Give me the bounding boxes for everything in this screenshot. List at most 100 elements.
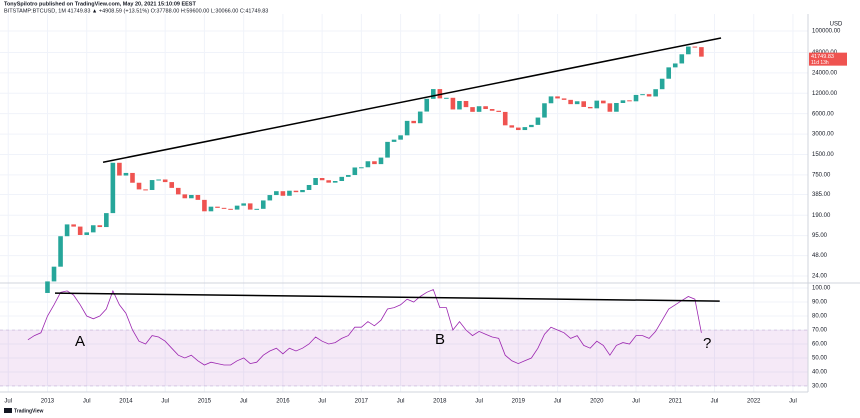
candle-body	[228, 208, 233, 210]
candle-body	[404, 120, 410, 136]
candle-body	[496, 110, 501, 112]
candle-body	[561, 98, 567, 100]
candle-body	[345, 175, 351, 177]
candle-body	[372, 161, 377, 165]
candle-body	[169, 182, 175, 188]
x-tick-label: Jul	[240, 399, 248, 405]
x-tick-label: Jul	[318, 399, 326, 405]
candle-body	[529, 124, 534, 128]
candle-body	[267, 195, 273, 201]
price-tag-label: 41749.83	[811, 54, 834, 60]
y-tick-label: 40.00	[812, 370, 828, 376]
x-tick-label: 2022	[747, 399, 761, 405]
candle-body	[352, 167, 358, 176]
annotation: A	[75, 333, 85, 350]
candle-body	[123, 172, 129, 176]
candle-body	[254, 208, 260, 210]
candle-body	[633, 94, 639, 102]
candle-body	[221, 207, 227, 209]
candle-body	[332, 181, 338, 183]
candle-body	[542, 103, 547, 118]
candle-body	[58, 236, 63, 267]
candle-body	[686, 46, 691, 55]
candle-body	[234, 205, 240, 210]
candle-body	[149, 180, 155, 190]
candle-body	[359, 167, 364, 169]
candle-body	[594, 100, 600, 109]
candle-body	[391, 139, 397, 142]
logo-icon	[4, 408, 12, 413]
candle-body	[535, 117, 541, 125]
candle-body	[280, 191, 286, 196]
y-tick-label: 190.00	[812, 213, 831, 219]
candle-body	[300, 189, 305, 193]
x-tick-label: Jul	[554, 399, 562, 405]
candle-body	[51, 266, 57, 282]
y-tick-label: 60.00	[812, 342, 828, 348]
candle-body	[45, 281, 50, 293]
x-tick-label: Jul	[83, 399, 91, 405]
y-tick-label: 100.00	[812, 286, 831, 292]
price-tag	[809, 52, 847, 66]
candle-body	[378, 157, 384, 165]
candle-body	[581, 101, 587, 107]
candle-body	[548, 96, 554, 104]
x-tick-label: 2016	[276, 399, 290, 405]
x-tick-label: Jul	[632, 399, 640, 405]
candle-body	[117, 162, 122, 176]
trendline	[102, 37, 722, 163]
candle-body	[104, 213, 109, 228]
candle-body	[424, 98, 430, 112]
candle-body	[189, 194, 194, 199]
x-tick-label: Jul	[397, 399, 405, 405]
candle-body	[502, 111, 508, 126]
candle-body	[326, 180, 331, 183]
candle-body	[699, 47, 704, 57]
candle-body	[339, 176, 345, 182]
candle-body	[162, 179, 168, 183]
candle-body	[97, 225, 103, 228]
candle-body	[437, 89, 443, 99]
x-tick-label: Jul	[4, 399, 12, 405]
candle-body	[653, 89, 658, 97]
candle-body	[509, 125, 515, 128]
candle-body	[175, 187, 181, 195]
candle-body	[385, 141, 390, 158]
candle-body	[156, 179, 161, 181]
candle-body	[306, 184, 312, 190]
candle-body	[614, 102, 619, 112]
candle-body	[620, 100, 626, 103]
y-tick-label: 1500.00	[812, 152, 834, 158]
x-tick-label: 2014	[119, 399, 133, 405]
x-tick-label: 2018	[433, 399, 447, 405]
candle-body	[208, 206, 214, 212]
rsi-line	[27, 288, 702, 366]
candle-body	[483, 106, 488, 110]
candle-body	[130, 172, 135, 183]
candle-body	[71, 224, 76, 227]
candle-body	[319, 178, 325, 181]
x-tick-label: Jul	[161, 399, 169, 405]
annotation: ?	[703, 335, 711, 352]
x-tick-label: Jul	[475, 399, 483, 405]
rsi-band	[0, 330, 808, 386]
candle-body	[574, 101, 580, 105]
y-tick-label: 750.00	[812, 172, 831, 178]
candle-body	[659, 78, 665, 90]
candle-body	[555, 96, 560, 99]
y-tick-label: 385.00	[812, 192, 831, 198]
y-tick-label: 12000.00	[812, 91, 838, 97]
candle-body	[692, 46, 698, 48]
candle-body	[601, 100, 606, 104]
x-tick-label: 2013	[41, 399, 55, 405]
candle-body	[672, 63, 678, 68]
y-tick-label: 70.00	[812, 328, 828, 334]
candle-body	[587, 106, 593, 109]
candle-body	[666, 67, 672, 79]
candle-body	[247, 203, 253, 210]
candle-body	[444, 97, 449, 99]
candle-body	[90, 225, 96, 233]
x-tick-label: 2020	[590, 399, 604, 405]
